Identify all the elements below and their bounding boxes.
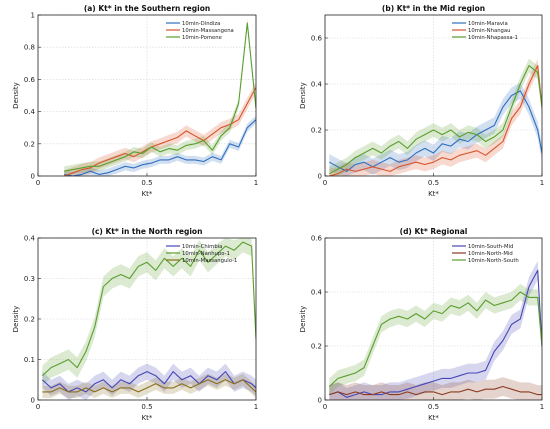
chart-title: (c) Kt* in the North region bbox=[92, 227, 203, 236]
legend-label: 10min-Massangena bbox=[182, 28, 234, 34]
y-tick-label: 0 bbox=[318, 397, 322, 405]
y-tick-label: 0.2 bbox=[24, 140, 35, 148]
series-band-3 bbox=[329, 58, 542, 176]
x-axis-label: Kt* bbox=[428, 190, 439, 198]
chart-title: (a) Kt* in the Southern region bbox=[84, 4, 210, 13]
legend-label: 10min-South-Mid bbox=[468, 244, 513, 250]
x-tick-label: 1 bbox=[540, 179, 544, 187]
series-group bbox=[64, 18, 256, 176]
series-line-3 bbox=[328, 291, 542, 387]
legend: 10min-Maravia10min-Nhangau10min-Nhapassa… bbox=[452, 21, 518, 41]
legend: 10min-Chimbia10min-Nanhupo-110min-Massan… bbox=[166, 244, 237, 264]
legend-label: 10min-Nhangau bbox=[468, 28, 511, 34]
series-band-2 bbox=[42, 238, 256, 386]
legend-label: 10min-Massangulo-1 bbox=[182, 258, 237, 264]
x-tick-label: 1 bbox=[254, 179, 258, 187]
series-band-2 bbox=[329, 58, 542, 176]
series-line-3 bbox=[329, 65, 542, 175]
series-group bbox=[329, 58, 542, 176]
y-tick-label: 0 bbox=[31, 173, 35, 181]
y-tick-label: 0.2 bbox=[311, 127, 322, 135]
x-axis-label: Kt* bbox=[428, 414, 439, 422]
legend: 10min-Dindiza10min-Massangena10min-Pomen… bbox=[166, 21, 234, 41]
series-line-1 bbox=[64, 119, 256, 176]
series-line-2 bbox=[329, 65, 542, 176]
series-band-2 bbox=[64, 81, 256, 176]
series-line-1 bbox=[329, 90, 542, 172]
y-axis-label: Density bbox=[299, 82, 307, 109]
chart-panel-1: 0 0.5 1 0 0.2 0.4 0.6 0.8 1 (a) Kt* in the Southe… bbox=[12, 4, 258, 198]
series-line-1 bbox=[329, 269, 542, 398]
series-group bbox=[42, 238, 256, 400]
x-axis-label: Kt* bbox=[142, 190, 153, 198]
y-tick-label: 0.8 bbox=[24, 44, 35, 52]
series-line-3 bbox=[42, 379, 256, 393]
chart-panel-4: 0 0.5 1 0 0.2 0.4 0.6 (d) Kt* Regional Kt* Densit… bbox=[299, 227, 544, 422]
y-tick-label: 0.6 bbox=[311, 235, 323, 243]
x-tick-label: 0.5 bbox=[428, 179, 439, 187]
y-tick-label: 0.6 bbox=[24, 76, 36, 84]
legend-label: 10min-Chimbia bbox=[182, 244, 222, 250]
chart-title: (d) Kt* Regional bbox=[400, 227, 468, 236]
series-band-1 bbox=[329, 260, 542, 400]
x-tick-label: 0 bbox=[323, 403, 327, 411]
legend-label: 10min-Nanhupo-1 bbox=[182, 251, 230, 257]
legend-label: 10min-Maravia bbox=[468, 21, 508, 27]
x-tick-label: 0 bbox=[36, 179, 40, 187]
series-group bbox=[328, 260, 542, 400]
y-tick-label: 0.4 bbox=[311, 81, 323, 89]
legend-label: 10min-North-Mid bbox=[468, 251, 513, 257]
y-tick-label: 0.4 bbox=[24, 108, 36, 116]
series-line-2 bbox=[42, 241, 256, 377]
legend-label: 10min-Pomene bbox=[182, 35, 222, 41]
series-line-3 bbox=[64, 22, 256, 172]
chart-panel-2: 0 0.5 1 0 0.2 0.4 0.6 (b) Kt* in the Mid region… bbox=[299, 4, 544, 198]
y-tick-label: 1 bbox=[31, 12, 35, 20]
legend: 10min-South-Mid10min-North-Mid10min-Nort… bbox=[452, 244, 519, 264]
chart-title: (b) Kt* in the Mid region bbox=[382, 4, 485, 13]
y-tick-label: 0 bbox=[318, 173, 322, 181]
y-tick-label: 0.2 bbox=[24, 316, 35, 324]
legend-label: 10min-North-South bbox=[468, 258, 519, 264]
series-line-1 bbox=[42, 371, 256, 393]
y-axis-label: Density bbox=[299, 306, 307, 333]
series-line-2 bbox=[329, 385, 542, 396]
x-tick-label: 0.5 bbox=[428, 403, 439, 411]
legend-label: 10min-Dindiza bbox=[182, 21, 220, 27]
legend-label: 10min-Nhapassa-1 bbox=[468, 35, 518, 41]
x-tick-label: 0 bbox=[36, 403, 40, 411]
y-axis-label: Density bbox=[12, 306, 20, 333]
series-band-3 bbox=[329, 283, 542, 395]
y-tick-label: 0 bbox=[31, 397, 35, 405]
y-tick-label: 0.4 bbox=[24, 235, 36, 243]
x-tick-label: 0.5 bbox=[141, 179, 152, 187]
plot-area bbox=[325, 15, 542, 176]
x-tick-label: 1 bbox=[254, 403, 258, 411]
y-tick-label: 0.4 bbox=[311, 289, 323, 297]
y-tick-label: 0.2 bbox=[311, 343, 322, 351]
x-tick-label: 0 bbox=[323, 179, 327, 187]
series-line-2 bbox=[64, 87, 256, 176]
y-tick-label: 0.1 bbox=[24, 356, 35, 364]
x-tick-label: 1 bbox=[540, 403, 544, 411]
x-axis-label: Kt* bbox=[142, 414, 153, 422]
series-band-1 bbox=[64, 115, 256, 176]
y-tick-label: 0.6 bbox=[311, 35, 323, 43]
y-tick-label: 0.3 bbox=[24, 275, 35, 283]
chart-panel-3: 0 0.5 1 0 0.1 0.2 0.3 0.4 (c) Kt* in the North r… bbox=[12, 227, 258, 422]
x-tick-label: 0.5 bbox=[141, 403, 152, 411]
y-axis-label: Density bbox=[12, 82, 20, 109]
